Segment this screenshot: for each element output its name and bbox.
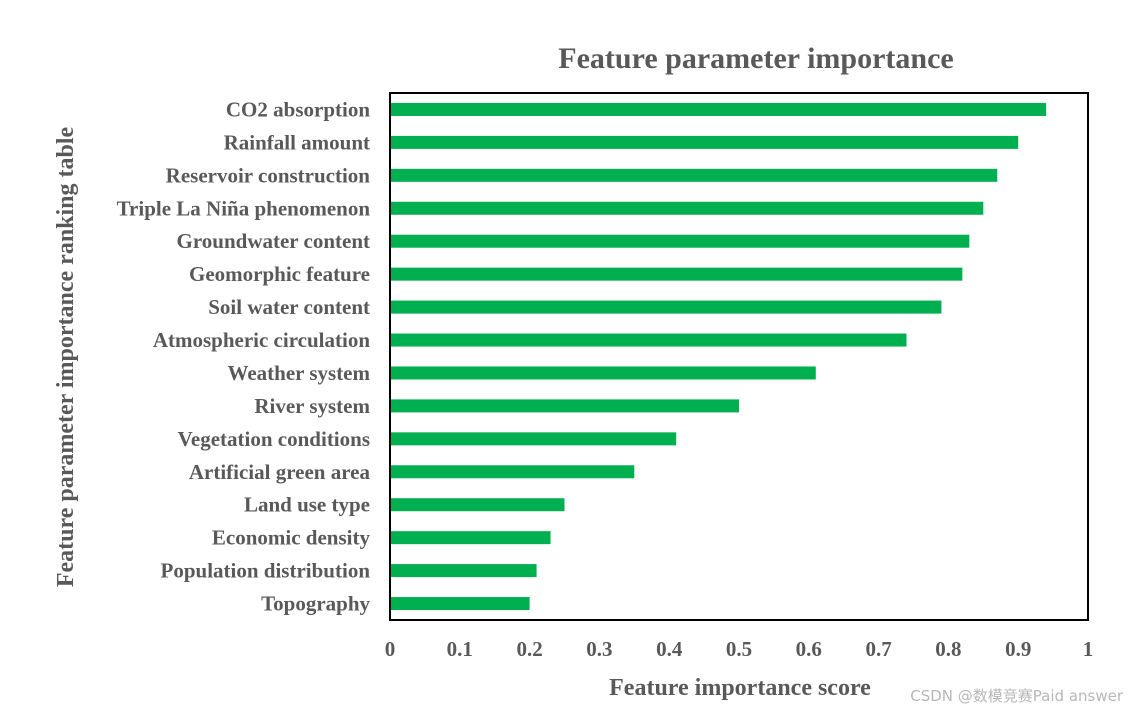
category-label: Soil water content (208, 295, 370, 319)
category-label: River system (254, 394, 370, 418)
bar (390, 267, 963, 281)
x-tick-label: 0.8 (935, 637, 961, 661)
x-tick-labels: 0 0.1 0.2 0.3 0.4 0.5 0.6 0.7 0.8 0.9 1 (385, 637, 1094, 661)
plot-area-frame (389, 92, 1089, 621)
category-label: CO2 absorption (226, 97, 370, 121)
watermark: CSDN @数模竞赛Paid answer (910, 687, 1123, 705)
category-label: Population distribution (161, 559, 371, 583)
category-label: Geomorphic feature (189, 262, 370, 286)
bar (390, 366, 816, 380)
category-label: Vegetation conditions (178, 427, 370, 451)
bar (390, 300, 942, 314)
bars-group (390, 102, 1047, 611)
y-axis-title: Feature parameter importance ranking tab… (53, 126, 79, 587)
category-label: Atmospheric circulation (153, 328, 370, 352)
x-tick-label: 0.9 (1005, 637, 1031, 661)
chart-title: Feature parameter importance (558, 42, 953, 75)
x-tick-label: 0 (385, 637, 396, 661)
bar (390, 234, 970, 248)
bar (390, 498, 565, 512)
category-label: Artificial green area (189, 460, 371, 484)
x-tick-label: 0.1 (447, 637, 473, 661)
category-label: Groundwater content (177, 229, 370, 253)
category-label: Reservoir construction (166, 163, 371, 187)
bar (390, 135, 1019, 149)
x-tick-label: 0.6 (796, 637, 822, 661)
category-labels: CO2 absorption Rainfall amount Reservoir c… (117, 97, 371, 615)
bar (390, 201, 984, 215)
bar (390, 465, 635, 479)
category-label: Triple La Niña phenomenon (117, 196, 371, 220)
bar (390, 531, 551, 545)
x-tick-label: 1 (1083, 637, 1094, 661)
bar (390, 564, 537, 578)
bar (390, 333, 907, 347)
category-label: Weather system (228, 361, 371, 385)
x-tick-label: 0.4 (656, 637, 683, 661)
bar (390, 399, 739, 413)
bar (390, 102, 1047, 116)
bar (390, 597, 530, 611)
category-label: Rainfall amount (224, 130, 370, 154)
x-tick-label: 0.5 (726, 637, 752, 661)
x-tick-label: 0.7 (865, 637, 891, 661)
bar (390, 168, 998, 182)
x-tick-label: 0.3 (586, 637, 612, 661)
x-tick-label: 0.2 (516, 637, 542, 661)
x-axis-title: Feature importance score (609, 675, 871, 701)
category-label: Land use type (244, 493, 370, 517)
category-label: Topography (261, 592, 370, 616)
category-label: Economic density (212, 526, 371, 550)
bar (390, 432, 677, 446)
